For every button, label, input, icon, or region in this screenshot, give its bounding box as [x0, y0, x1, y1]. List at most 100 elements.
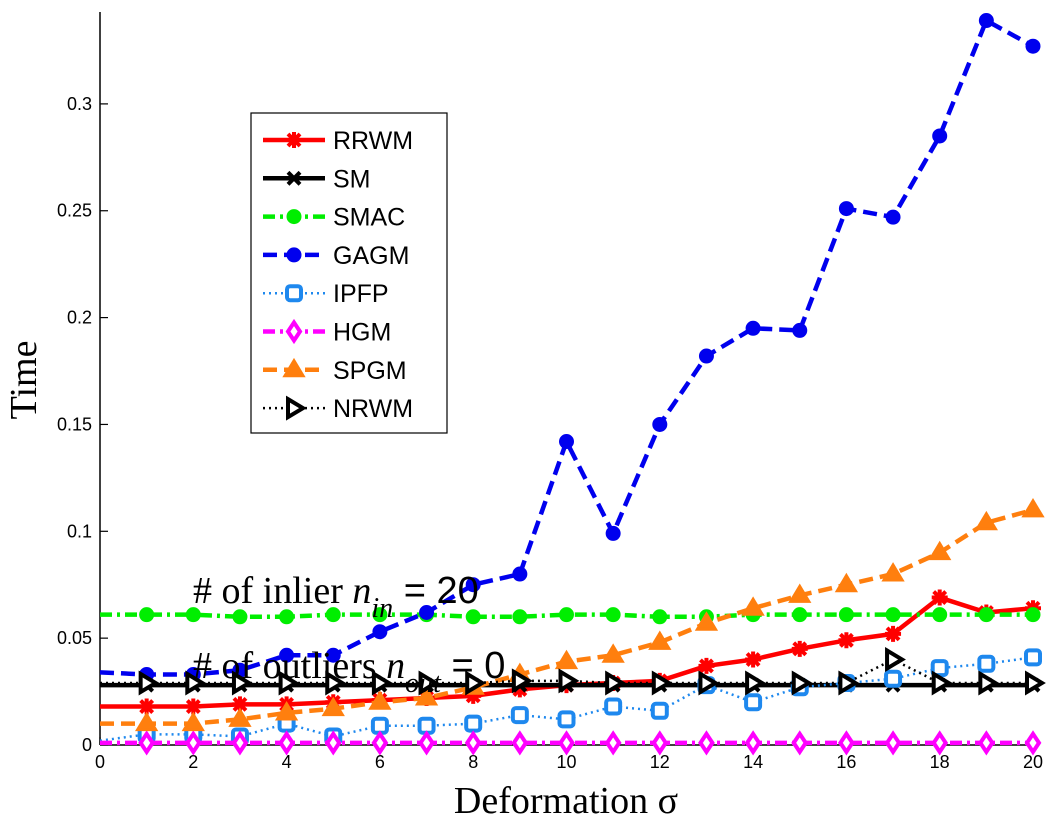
x-tick-label: 16 [836, 752, 856, 772]
point-rrwm [465, 687, 482, 704]
point-nrwm [651, 670, 673, 696]
legend-box [250, 112, 448, 434]
y-axis-label: Time [3, 341, 45, 420]
point-hgm [558, 730, 575, 756]
point-hgm [464, 730, 482, 756]
point-hgm [418, 730, 435, 756]
point-gagm [559, 434, 574, 450]
legend-item-nrwm: NRWM [263, 395, 413, 423]
point-nrwm [698, 670, 720, 696]
point-nrwm [885, 646, 906, 673]
point-gagm [792, 322, 808, 338]
point-hgm [138, 730, 156, 756]
line-gagm [99, 18, 1035, 677]
point-smac [932, 607, 948, 623]
x-tick-label: 0 [95, 752, 105, 772]
point-spgm [788, 583, 812, 603]
point-nrwm [1025, 670, 1046, 696]
axes: 0 2 4 6 8 10 12 14 16 18 20 0 0.05 0.1 0.15 0.2 0.25 0.3 [57, 12, 1043, 772]
point-ipfp [650, 701, 669, 720]
point-rrwm [931, 589, 948, 606]
x-tick-label: 12 [650, 752, 670, 772]
point-rrwm [138, 698, 155, 715]
point-rrwm [185, 698, 202, 715]
point-rrwm [791, 640, 808, 657]
point-nrwm [558, 668, 580, 694]
point-rrwm [885, 625, 902, 642]
legend-item-spgm: SPGM [263, 357, 407, 385]
point-gagm [652, 416, 668, 432]
legend-label-nrwm: NRWM [333, 395, 413, 423]
point-smac [279, 609, 295, 625]
point-hgm [278, 730, 296, 756]
point-ipfp [464, 714, 483, 733]
point-gagm [698, 348, 714, 364]
point-gagm [372, 624, 388, 640]
point-hgm [698, 730, 715, 756]
annotations: # of inlier nin = 20 # of outliers nout … [193, 570, 505, 699]
point-nrwm [838, 670, 860, 696]
annotation-inliers: # of inlier nin = 20 [193, 570, 479, 624]
point-nrwm [745, 670, 766, 696]
point-spgm [881, 562, 905, 582]
point-gagm [279, 647, 295, 663]
legend-item-hgm: HGM [263, 319, 391, 347]
point-spgm [274, 701, 299, 721]
point-hgm [884, 730, 902, 756]
point-rrwm [511, 681, 528, 698]
point-spgm [321, 696, 345, 717]
point-ipfp [884, 669, 903, 688]
series-spgm [100, 498, 1045, 732]
point-gagm [978, 13, 994, 29]
point-gagm [1025, 38, 1041, 54]
point-spgm [368, 690, 392, 710]
point-rrwm [698, 657, 715, 674]
point-nrwm [605, 670, 627, 696]
point-nrwm [931, 670, 953, 696]
x-tick-label: 8 [468, 752, 478, 772]
point-smac [232, 609, 248, 625]
legend-marker-smac [286, 209, 302, 225]
point-gagm [512, 566, 528, 582]
point-smac [978, 607, 994, 623]
legend-marker-rrwm [286, 132, 302, 148]
legend-marker-hgm [285, 318, 303, 345]
point-ipfp [977, 654, 996, 673]
legend-marker-gagm [286, 247, 302, 263]
point-ipfp [1024, 648, 1042, 667]
x-tick-label: 2 [188, 752, 198, 772]
point-smac [605, 607, 621, 623]
legend-item-smac: SMAC [263, 204, 405, 232]
point-nrwm [511, 668, 533, 694]
point-hgm [511, 730, 529, 756]
point-gagm [745, 320, 761, 336]
legend-item-rrwm: RRWM [263, 127, 413, 155]
point-smac [139, 607, 155, 623]
point-nrwm [138, 670, 160, 696]
x-tick-label: 6 [375, 752, 385, 772]
legend-label-rrwm: RRWM [333, 127, 413, 155]
legend-marker-spgm [282, 357, 306, 378]
point-nrwm [465, 670, 487, 696]
x-tick-label: 4 [282, 752, 292, 772]
point-spgm [601, 643, 625, 663]
point-rrwm [745, 651, 762, 668]
point-ipfp [744, 693, 763, 712]
legend-item-gagm: GAGM [263, 242, 409, 270]
series-gagm [99, 13, 1041, 682]
y-tick-label: 0.15 [57, 414, 92, 434]
point-gagm [932, 128, 948, 144]
point-nrwm [371, 670, 393, 696]
point-smac [838, 607, 854, 623]
point-nrwm [791, 670, 813, 696]
y-tick-label: 0.1 [67, 521, 92, 541]
point-hgm [324, 730, 342, 756]
legend-label-sm: SM [333, 165, 371, 193]
legend-marker-ipfp [285, 284, 303, 303]
point-gagm [465, 577, 481, 593]
point-smac [652, 609, 668, 625]
line-ipfp [99, 656, 1034, 742]
point-hgm [977, 730, 995, 756]
point-smac [185, 607, 201, 623]
